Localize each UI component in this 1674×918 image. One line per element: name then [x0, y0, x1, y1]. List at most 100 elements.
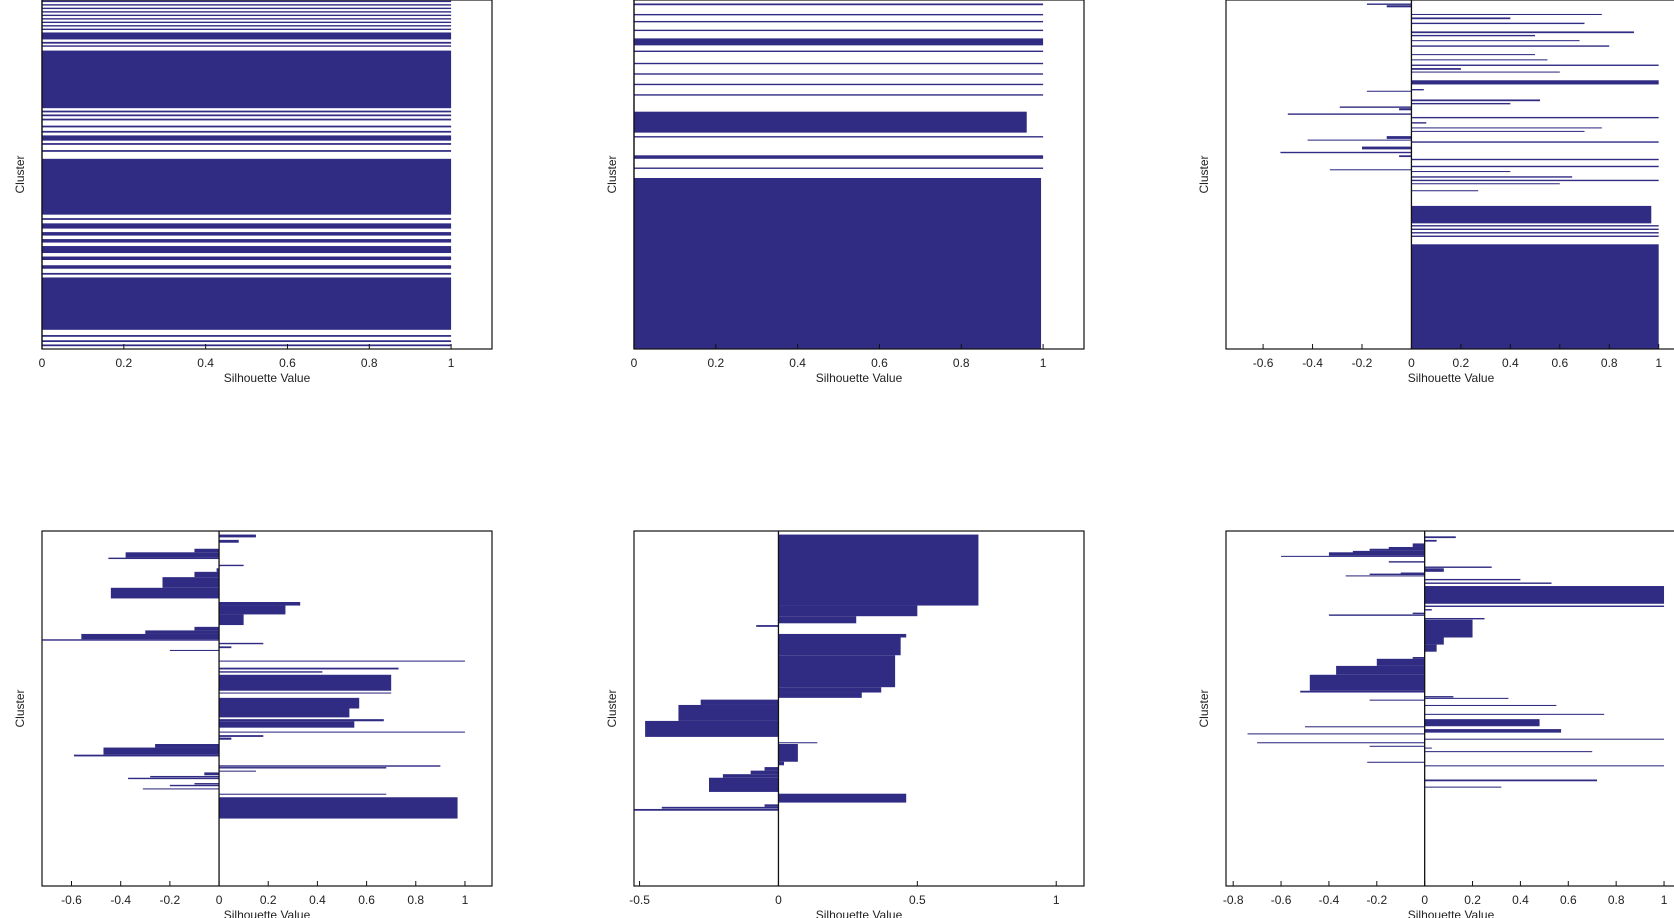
x-tick-label: 0.6: [1551, 356, 1568, 370]
silhouette-chart-5: -0.5 0 0.5 1 Silhouette Value Cluster: [605, 530, 1085, 918]
silhouette-bar: [1411, 89, 1424, 91]
silhouette-bar: [1411, 179, 1659, 182]
axes-frame: [633, 530, 1085, 887]
x-tick-label: -0.4: [1319, 893, 1340, 907]
silhouette-bar: [1411, 13, 1602, 16]
silhouette-bar: [634, 136, 1044, 138]
silhouette-bar: [1411, 232, 1659, 234]
silhouette-bar: [42, 143, 452, 145]
x-tick-label: 0.2: [260, 893, 277, 907]
silhouette-bar: [42, 50, 452, 109]
silhouette-bar: [1304, 726, 1425, 728]
silhouette-bar: [778, 742, 818, 744]
silhouette-bar: [81, 633, 220, 640]
silhouette-bar: [42, 110, 452, 113]
silhouette-bar: [634, 3, 1044, 6]
silhouette-bar: [1336, 665, 1425, 675]
silhouette-bar: [1287, 113, 1412, 115]
silhouette-bar: [1411, 228, 1659, 230]
x-tick-label: 0.4: [197, 356, 214, 370]
silhouette-bar: [778, 687, 882, 693]
silhouette-bar: [1424, 566, 1492, 568]
silhouette-bar: [1424, 729, 1562, 733]
silhouette-bar: [634, 177, 1042, 349]
x-tick-label: 0: [1408, 356, 1415, 370]
silhouette-bar: [42, 125, 452, 128]
silhouette-bar: [756, 625, 779, 627]
silhouette-bar: [1399, 108, 1412, 111]
x-tick-label: 0.6: [871, 356, 888, 370]
silhouette-bar: [42, 232, 452, 236]
silhouette-bar: [1361, 146, 1412, 150]
y-axis-label: Cluster: [1197, 155, 1211, 193]
silhouette-bar: [1411, 235, 1659, 237]
silhouette-bar: [219, 642, 264, 645]
x-tick-label: 0.2: [1464, 893, 1481, 907]
silhouette-bar: [42, 135, 452, 141]
silhouette-bar: [103, 747, 220, 755]
silhouette-bar: [219, 602, 301, 606]
silhouette-bar: [1411, 22, 1585, 25]
x-tick-label: 1: [448, 356, 455, 370]
silhouette-bar: [219, 534, 256, 538]
x-tick-label: 0: [216, 893, 223, 907]
x-tick-label: -0.6: [61, 893, 82, 907]
silhouette-bar: [219, 731, 465, 733]
silhouette-bar: [42, 45, 452, 47]
silhouette-bar: [1345, 575, 1425, 577]
silhouette-bar: [1366, 3, 1412, 5]
x-tick-label: -0.6: [1253, 356, 1274, 370]
silhouette-bar: [219, 697, 360, 709]
silhouette-bar: [778, 605, 918, 617]
x-tick-label: 0.6: [1560, 893, 1577, 907]
silhouette-bar: [1411, 64, 1659, 66]
silhouette-bar: [634, 13, 1044, 16]
silhouette-bar: [1376, 658, 1425, 666]
silhouette-bar: [1369, 745, 1425, 747]
silhouette-bar: [42, 277, 452, 330]
silhouette-bar: [219, 605, 286, 615]
silhouette-bar: [1424, 765, 1665, 767]
silhouette-bar: [42, 340, 452, 343]
x-axis-label: Silhouette Value: [1408, 371, 1495, 385]
x-tick-label: 0.4: [789, 356, 806, 370]
y-axis-label: Cluster: [605, 689, 619, 727]
silhouette-bar: [42, 18, 452, 20]
silhouette-bar: [42, 150, 452, 152]
silhouette-bar: [42, 344, 452, 347]
axes-frame: [633, 0, 1085, 350]
x-tick-label: 0.8: [953, 356, 970, 370]
silhouette-bar: [42, 272, 452, 275]
x-tick-label: 0.8: [361, 356, 378, 370]
silhouette-bar: [750, 770, 779, 775]
silhouette-bar: [1386, 136, 1412, 139]
y-axis-label: Cluster: [605, 155, 619, 193]
silhouette-bar: [110, 587, 220, 599]
silhouette-bar: [1424, 568, 1444, 572]
silhouette-bar: [1424, 605, 1665, 607]
x-tick-label: 0: [1421, 893, 1428, 907]
silhouette-bar: [219, 539, 239, 543]
silhouette-bar: [219, 765, 441, 767]
silhouette-bar: [1411, 40, 1580, 42]
x-tick-label: 1: [462, 893, 469, 907]
silhouette-bar: [42, 265, 452, 269]
silhouette-bar: [722, 774, 779, 778]
y-axis-label: Cluster: [13, 689, 27, 727]
silhouette-bar: [1411, 45, 1610, 47]
silhouette-bar: [219, 793, 387, 795]
silhouette-bar: [1411, 190, 1479, 192]
silhouette-bar: [634, 20, 1044, 23]
silhouette-bar: [1424, 696, 1454, 698]
silhouette-chart-2: 0 0.2 0.4 0.6 0.8 1 Silhouette Value Cluster: [605, 0, 1085, 385]
x-tick-label: -0.4: [110, 893, 131, 907]
silhouette-bar: [1300, 690, 1425, 693]
silhouette-bar: [1411, 205, 1652, 224]
silhouette-bar: [219, 770, 256, 772]
silhouette-bar: [1352, 550, 1425, 553]
silhouette-bar: [778, 616, 857, 624]
silhouette-bar: [219, 719, 384, 722]
silhouette-bar: [778, 633, 907, 638]
silhouette-chart-3: -0.6 -0.4 -0.2 0 0.2 0.4 0.6 0.8 1 Silhouette Val…: [1197, 0, 1674, 385]
silhouette-bar: [1366, 90, 1412, 92]
